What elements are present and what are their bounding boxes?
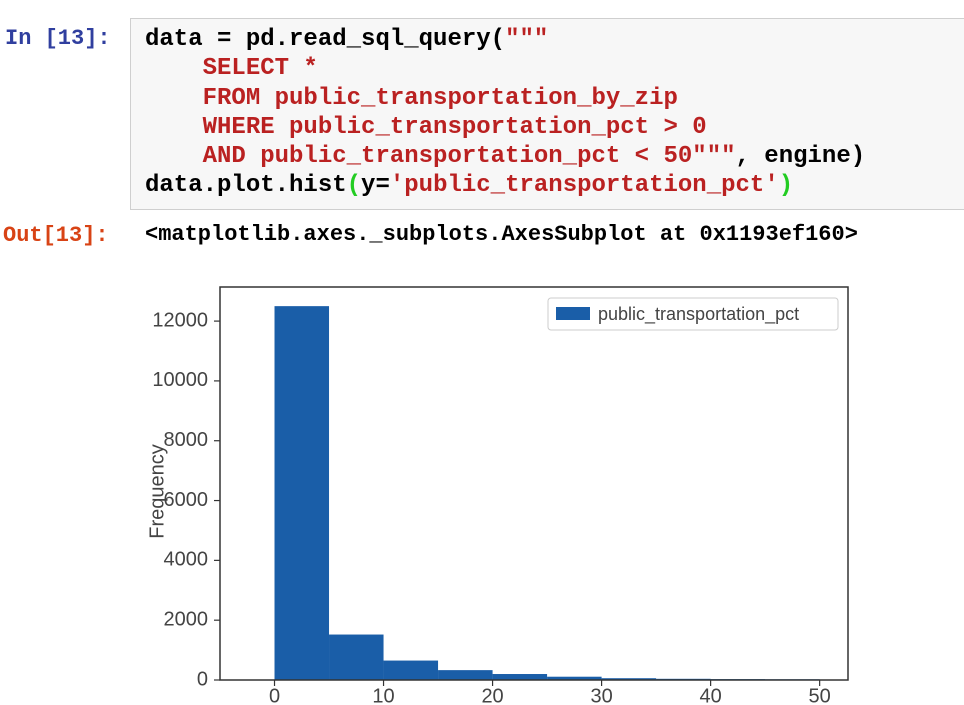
code-token: AND public_transportation_pct < 50""" [145,143,736,171]
output-text: <matplotlib.axes._subplots.AxesSubplot a… [145,222,858,247]
y-tick-label: 0 [197,668,208,690]
x-tick-label: 30 [590,685,612,705]
in-prompt: In [13]: [5,26,111,51]
code-line: data = pd.read_sql_query(""" [145,25,865,54]
code-line: AND public_transportation_pct < 50""", e… [145,142,866,171]
bar [438,670,493,680]
out-prompt: Out[13]: [3,223,109,248]
code-token: y= [361,172,390,200]
bar [383,660,439,680]
bar [329,634,384,680]
x-tick-label: 20 [481,685,503,705]
code-line: FROM public_transportation_by_zip [145,84,865,113]
bar [274,306,330,680]
code-token: , engine) [735,143,866,171]
x-tick-label: 0 [269,685,280,705]
bar [601,678,657,680]
code-token: data = pd.read_sql_query( [145,26,506,53]
code-line: WHERE public_transportation_pct > 0 [145,113,865,142]
legend-swatch [556,307,590,320]
y-axis-label: Frequency [146,444,168,539]
code-token: WHERE public_transportation_pct > 0 [145,113,707,141]
code-cell[interactable]: data = pd.read_sql_query(""" SELECT * FR… [130,18,964,210]
code-line: SELECT * [145,54,865,83]
y-tick-label: 12000 [152,309,208,331]
code-token: 'public_transportation_pct' [389,172,779,200]
bar [492,674,548,680]
y-tick-label: 2000 [164,608,209,630]
x-tick-label: 40 [700,685,722,705]
y-tick-label: 10000 [152,369,208,391]
code: data = pd.read_sql_query(""" SELECT * FR… [145,25,865,201]
legend-box [547,297,839,331]
code-token: """ [505,26,549,53]
code-token: FROM public_transportation_by_zip [145,84,678,112]
code-token: ( [346,172,362,200]
code-token: ) [778,172,794,200]
code-token: SELECT * [145,55,318,83]
legend-label: public_transportation_pct [598,304,799,325]
code-token: data.plot.hist [145,172,347,200]
x-tick-label: 10 [372,685,394,705]
x-tick-label: 50 [809,685,831,705]
y-tick-label: 6000 [164,489,209,511]
bar [547,676,602,680]
y-tick-label: 4000 [164,549,209,571]
plot-frame [219,286,849,681]
code-line: data.plot.hist(y='public_transportation_… [145,171,865,200]
y-tick-label: 8000 [164,429,209,451]
